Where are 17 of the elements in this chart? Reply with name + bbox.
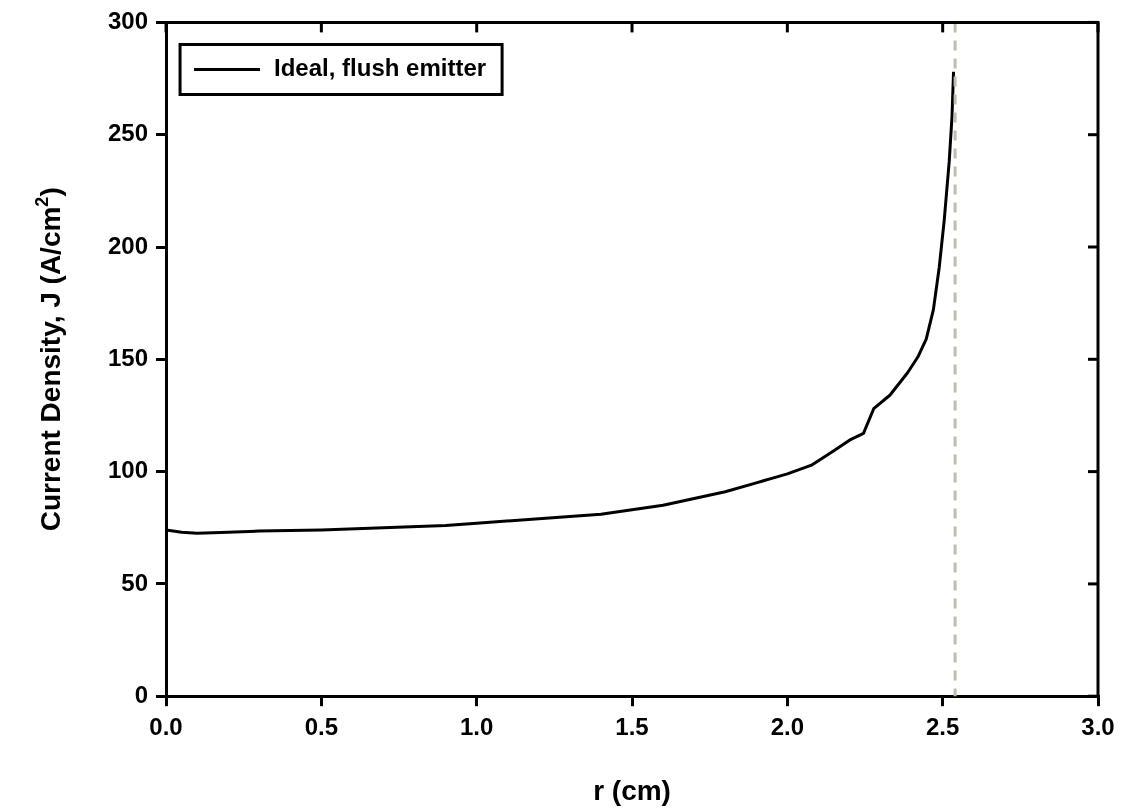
y-axis-title: Current Density, J (A/cm2): [32, 187, 66, 532]
y-tick-label: 50: [121, 568, 149, 596]
x-tick-label: 1.0: [460, 713, 494, 741]
y-tick-label: 200: [108, 231, 149, 259]
y-tick-label: 150: [108, 343, 149, 371]
x-tick-label: 1.5: [615, 713, 649, 741]
y-tick-label: 100: [108, 456, 149, 484]
y-tick-label: 250: [108, 119, 149, 147]
x-tick-label: 0.0: [149, 713, 183, 741]
legend-label: Ideal, flush emitter: [274, 54, 487, 82]
y-tick-label: 0: [134, 680, 149, 708]
x-axis-title: r (cm): [593, 775, 671, 806]
x-tick-label: 3.0: [1081, 713, 1115, 741]
x-tick-label: 2.5: [925, 713, 960, 741]
x-tick-label: 2.0: [770, 713, 805, 741]
y-tick-label: 300: [108, 7, 149, 35]
x-tick-label: 0.5: [304, 713, 339, 741]
